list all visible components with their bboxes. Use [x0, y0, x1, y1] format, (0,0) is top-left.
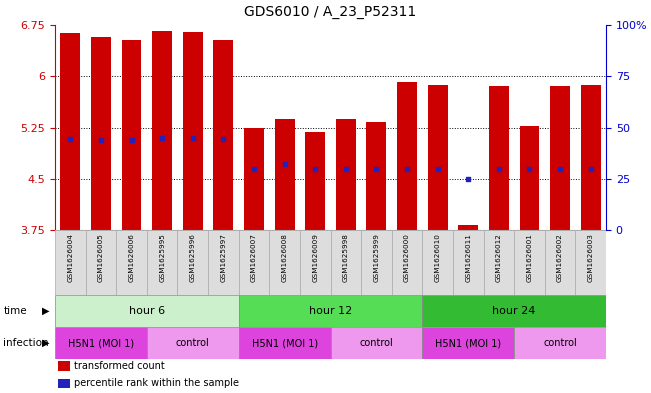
- Bar: [519, 126, 540, 230]
- Text: H5N1 (MOI 1): H5N1 (MOI 1): [435, 338, 501, 348]
- Bar: [331, 230, 361, 295]
- Text: hour 6: hour 6: [129, 306, 165, 316]
- Text: hour 12: hour 12: [309, 306, 352, 316]
- Text: GSM1626000: GSM1626000: [404, 233, 410, 282]
- Bar: [55, 327, 147, 359]
- Text: GDS6010 / A_23_P52311: GDS6010 / A_23_P52311: [244, 5, 417, 19]
- Bar: [453, 230, 484, 295]
- Bar: [270, 230, 300, 295]
- Bar: [489, 86, 509, 230]
- Bar: [275, 119, 294, 230]
- Bar: [397, 83, 417, 230]
- Point: [432, 165, 443, 172]
- Bar: [147, 327, 239, 359]
- Bar: [392, 230, 422, 295]
- Point: [463, 176, 473, 182]
- Bar: [91, 37, 111, 230]
- Text: GSM1626011: GSM1626011: [465, 233, 471, 282]
- Text: GSM1626012: GSM1626012: [496, 233, 502, 282]
- Bar: [58, 379, 70, 388]
- Point: [96, 137, 106, 143]
- Bar: [545, 230, 575, 295]
- Bar: [514, 230, 545, 295]
- Text: H5N1 (MOI 1): H5N1 (MOI 1): [251, 338, 318, 348]
- Text: GSM1625997: GSM1625997: [220, 233, 227, 282]
- Bar: [55, 230, 86, 295]
- Bar: [550, 86, 570, 230]
- Text: GSM1626002: GSM1626002: [557, 233, 563, 282]
- Point: [249, 165, 259, 172]
- Point: [493, 165, 504, 172]
- Text: GSM1626007: GSM1626007: [251, 233, 257, 282]
- Text: hour 24: hour 24: [492, 306, 536, 316]
- Point: [310, 165, 320, 172]
- Text: ▶: ▶: [42, 306, 50, 316]
- Text: GSM1626001: GSM1626001: [527, 233, 533, 282]
- Point: [371, 165, 381, 172]
- Text: GSM1626004: GSM1626004: [67, 233, 74, 282]
- Point: [126, 137, 137, 143]
- Bar: [239, 295, 422, 327]
- Bar: [331, 327, 422, 359]
- Text: GSM1625999: GSM1625999: [374, 233, 380, 282]
- Bar: [305, 132, 325, 230]
- Point: [585, 165, 596, 172]
- Text: time: time: [3, 306, 27, 316]
- Bar: [575, 230, 606, 295]
- Text: ▶: ▶: [42, 338, 50, 348]
- Bar: [147, 230, 178, 295]
- Text: GSM1626005: GSM1626005: [98, 233, 104, 282]
- Bar: [239, 230, 270, 295]
- Bar: [208, 230, 239, 295]
- Bar: [336, 119, 355, 230]
- Text: infection: infection: [3, 338, 49, 348]
- Bar: [484, 230, 514, 295]
- Bar: [239, 327, 331, 359]
- Bar: [361, 230, 392, 295]
- Bar: [152, 31, 172, 230]
- Text: GSM1625996: GSM1625996: [189, 233, 196, 282]
- Bar: [214, 40, 233, 230]
- Bar: [514, 327, 606, 359]
- Bar: [428, 85, 448, 230]
- Bar: [422, 295, 606, 327]
- Point: [187, 135, 198, 141]
- Bar: [183, 32, 202, 230]
- Bar: [86, 230, 117, 295]
- Text: percentile rank within the sample: percentile rank within the sample: [74, 378, 240, 388]
- Text: control: control: [176, 338, 210, 348]
- Text: GSM1626008: GSM1626008: [282, 233, 288, 282]
- Text: control: control: [543, 338, 577, 348]
- Bar: [58, 361, 70, 371]
- Point: [65, 136, 76, 142]
- Point: [279, 161, 290, 167]
- Text: GSM1625995: GSM1625995: [159, 233, 165, 282]
- Point: [402, 165, 412, 172]
- Bar: [422, 327, 514, 359]
- Text: GSM1626009: GSM1626009: [312, 233, 318, 282]
- Point: [340, 165, 351, 172]
- Text: GSM1625998: GSM1625998: [343, 233, 349, 282]
- Bar: [300, 230, 331, 295]
- Bar: [244, 127, 264, 230]
- Point: [157, 135, 167, 141]
- Text: GSM1626003: GSM1626003: [588, 233, 594, 282]
- Text: GSM1626006: GSM1626006: [128, 233, 135, 282]
- Point: [218, 136, 229, 142]
- Point: [524, 165, 534, 172]
- Bar: [122, 40, 141, 230]
- Text: control: control: [359, 338, 393, 348]
- Bar: [581, 85, 601, 230]
- Text: transformed count: transformed count: [74, 361, 165, 371]
- Bar: [178, 230, 208, 295]
- Text: H5N1 (MOI 1): H5N1 (MOI 1): [68, 338, 134, 348]
- Text: GSM1626010: GSM1626010: [435, 233, 441, 282]
- Bar: [422, 230, 453, 295]
- Bar: [55, 295, 239, 327]
- Bar: [61, 33, 80, 230]
- Bar: [367, 122, 386, 230]
- Bar: [458, 225, 478, 230]
- Bar: [117, 230, 147, 295]
- Point: [555, 165, 565, 172]
